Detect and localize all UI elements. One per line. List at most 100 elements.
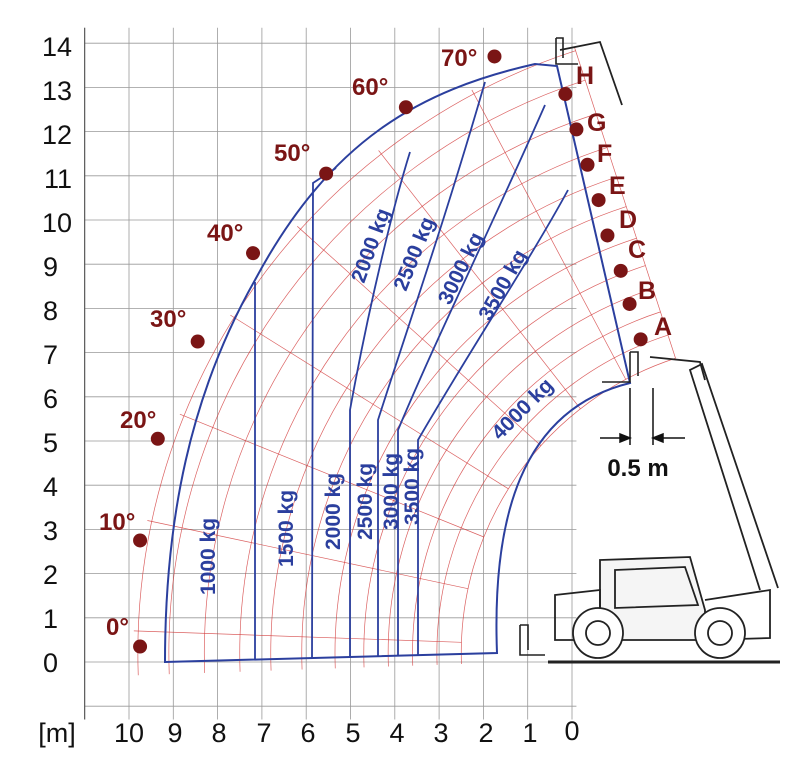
extension-label: G xyxy=(587,109,606,137)
load-label: 1000 kg xyxy=(197,518,220,595)
x-tick: 4 xyxy=(389,718,404,748)
angle-marker-dot xyxy=(246,246,261,261)
y-tick: 0 xyxy=(43,648,58,678)
load-label: 2000 kg xyxy=(347,205,395,285)
load-label: 3500 kg xyxy=(474,246,531,325)
y-tick: 1 xyxy=(43,604,58,634)
angle-marker-dot xyxy=(133,533,148,548)
extension-arc xyxy=(460,357,676,664)
extension-marker-dot xyxy=(600,228,615,243)
angle-label: 30° xyxy=(150,306,186,333)
y-tick: 8 xyxy=(43,296,58,326)
extension-arc xyxy=(239,147,608,672)
y-tick: 14 xyxy=(42,32,72,62)
angle-label: 10° xyxy=(99,509,135,536)
y-tick: 7 xyxy=(43,340,58,370)
angle-ray xyxy=(230,314,509,490)
y-tick: 13 xyxy=(42,76,72,106)
x-tick: 5 xyxy=(345,718,360,748)
angle-label: 60° xyxy=(352,74,388,101)
x-tick: 0 xyxy=(564,716,579,746)
angle-label: 40° xyxy=(207,220,243,247)
angle-label: 50° xyxy=(274,140,310,167)
x-tick: 3 xyxy=(433,718,448,748)
angle-ray xyxy=(133,630,462,643)
extension-label: C xyxy=(628,236,646,264)
angle-marker-dot xyxy=(487,49,502,64)
y-tick: 3 xyxy=(43,516,58,546)
angle-label: 20° xyxy=(120,407,156,434)
extension-arcs xyxy=(137,50,676,676)
load-diagram-boundary xyxy=(163,62,632,664)
extension-arc xyxy=(363,265,646,668)
load-label: 3500 kg xyxy=(401,448,424,525)
angle-marker-dot xyxy=(398,100,413,115)
angle-marker-dot xyxy=(190,334,205,349)
x-tick: 7 xyxy=(256,718,271,748)
x-tick-labels: 10 9 8 7 6 5 4 3 2 1 0 xyxy=(114,716,580,748)
y-tick-labels: 0 1 2 3 4 5 6 7 8 9 10 11 12 13 14 xyxy=(42,32,72,678)
boom-angle-labels: 0° 10° 20° 30° 40° 50° 60° 70° xyxy=(99,45,477,641)
y-tick: 9 xyxy=(43,252,58,282)
grid xyxy=(84,27,577,720)
angle-label: 0° xyxy=(106,614,129,641)
y-tick: 10 xyxy=(42,208,72,238)
angle-label: 70° xyxy=(441,45,477,72)
extension-arc xyxy=(301,206,627,670)
extension-arc xyxy=(334,237,637,669)
angle-marker-dot xyxy=(319,166,334,181)
angle-ray xyxy=(147,520,469,590)
extension-arc xyxy=(270,176,617,671)
y-tick: 2 xyxy=(43,560,58,590)
load-label: 2000 kg xyxy=(322,473,345,550)
extension-label: A xyxy=(654,313,672,341)
angle-marker-dot xyxy=(150,431,165,446)
y-tick: 6 xyxy=(43,384,58,414)
dimension-0.5m xyxy=(600,388,685,445)
y-tick: 5 xyxy=(43,428,58,458)
y-tick: 11 xyxy=(44,164,72,194)
forks xyxy=(519,37,639,656)
extension-marker-dot xyxy=(591,193,606,208)
telehandler-icon xyxy=(548,40,780,664)
extension-marker-dot xyxy=(558,87,573,102)
extension-arc xyxy=(168,79,586,675)
extension-marker-dot xyxy=(633,332,648,347)
angle-ray xyxy=(179,413,484,538)
extension-marker-dot xyxy=(580,157,595,172)
load-label: 3000 kg xyxy=(380,453,403,530)
angle-ray xyxy=(378,150,581,410)
x-tick: 2 xyxy=(478,718,493,748)
angle-ray xyxy=(573,46,676,359)
extension-marker-dot xyxy=(613,263,628,278)
extension-arc xyxy=(387,288,654,667)
extension-labels: A B C D E F G H xyxy=(576,62,672,341)
load-label: 3000 kg xyxy=(434,229,488,308)
angle-ray xyxy=(297,226,542,446)
x-tick: 9 xyxy=(167,718,182,748)
extension-label: D xyxy=(619,206,637,234)
extension-arc xyxy=(203,113,597,673)
extension-marker-dot xyxy=(622,296,637,311)
angle-ray xyxy=(471,89,627,380)
extension-label: B xyxy=(638,277,656,305)
extension-label: F xyxy=(597,140,612,168)
x-tick: 8 xyxy=(211,718,226,748)
x-tick: 6 xyxy=(300,718,315,748)
boom-angle-markers xyxy=(133,49,502,654)
load-label: 1500 kg xyxy=(275,490,298,567)
extension-arc xyxy=(412,311,661,666)
y-tick: 4 xyxy=(43,472,58,502)
x-tick: 1 xyxy=(522,718,537,748)
extension-label: H xyxy=(576,62,594,90)
angle-rays xyxy=(133,46,676,643)
extension-markers xyxy=(558,87,648,347)
unit-label: [m] xyxy=(38,718,76,748)
load-label: 2500 kg xyxy=(354,463,377,540)
extension-marker-dot xyxy=(569,122,584,137)
dimension-label: 0.5 m xyxy=(607,455,668,482)
y-tick: 12 xyxy=(42,120,72,150)
angle-marker-dot xyxy=(133,639,148,654)
extension-arc xyxy=(436,334,669,665)
